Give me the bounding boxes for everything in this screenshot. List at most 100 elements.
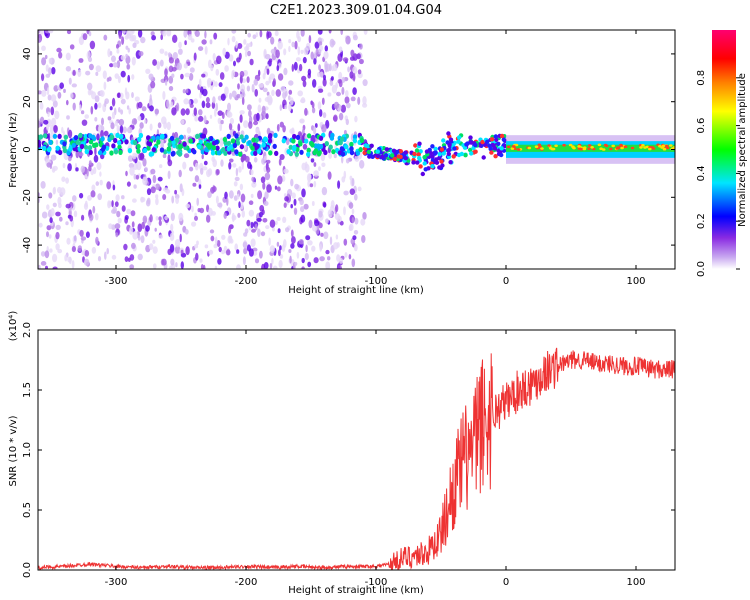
heatmap-cell — [297, 90, 304, 97]
heatmap-cell — [412, 151, 417, 157]
heatmap-cell — [55, 243, 60, 251]
heatmap-cell — [311, 201, 315, 206]
heatmap-cell — [620, 146, 624, 150]
heatmap-cell — [244, 228, 249, 234]
heatmap-cell — [107, 200, 111, 209]
heatmap-cell — [92, 142, 97, 148]
heatmap-cell — [244, 50, 248, 58]
heatmap-cell — [359, 159, 365, 169]
heatmap-cell — [236, 264, 241, 269]
heatmap-cell — [220, 159, 224, 167]
heatmap-cell — [275, 220, 278, 225]
heatmap-cell — [151, 147, 157, 153]
heatmap-cell — [323, 74, 326, 81]
heatmap-cell — [304, 107, 308, 116]
heatmap-cell — [288, 89, 293, 95]
heatmap-cell — [259, 250, 263, 259]
heatmap-cell — [272, 265, 278, 269]
heatmap-cell — [499, 133, 505, 139]
heatmap-cell — [168, 75, 174, 84]
heatmap-cell — [314, 219, 320, 227]
heatmap-cell — [148, 243, 154, 251]
heatmap-cell — [293, 198, 297, 206]
heatmap-cell — [540, 147, 544, 150]
heatmap-cell — [338, 257, 344, 264]
heatmap-cell — [440, 163, 445, 168]
heatmap-cell — [100, 136, 105, 142]
heatmap-cell — [242, 241, 248, 249]
heatmap-cell — [176, 102, 180, 112]
heatmap-cell — [321, 186, 328, 196]
heatmap-cell — [182, 161, 187, 170]
heatmap-cell — [340, 104, 346, 113]
heatmap-cell — [47, 111, 50, 118]
heatmap-cell — [201, 154, 204, 160]
heatmap-cell — [277, 73, 284, 81]
heatmap-cell — [257, 228, 261, 237]
heatmap-cell — [202, 264, 206, 269]
snr-panel: -300 -200 -100 0 100 0.0 0.5 1.0 1.5 2.0 Height … — [8, 311, 676, 596]
heatmap-cell — [118, 31, 122, 40]
heatmap-cell — [56, 47, 62, 53]
heatmap-cell — [384, 147, 390, 152]
heatmap-cell — [63, 134, 69, 140]
x-tick-label: -200 — [235, 276, 258, 287]
heatmap-cell — [615, 147, 620, 150]
heatmap-cell — [437, 152, 442, 157]
heatmap-cell — [276, 217, 281, 221]
heatmap-cell — [345, 90, 349, 97]
heatmap-cell — [38, 120, 41, 128]
heatmap-cell — [61, 126, 64, 134]
heatmap-cell — [228, 225, 232, 234]
heatmap-cell — [57, 196, 62, 205]
heatmap-cell — [238, 151, 243, 157]
heatmap-cell — [240, 193, 246, 203]
heatmap-cell — [313, 257, 319, 264]
heatmap-cell — [215, 68, 220, 76]
heatmap-cell — [223, 150, 228, 156]
heatmap-cell — [171, 150, 176, 156]
heatmap-cell — [351, 178, 355, 187]
heatmap-cell — [281, 138, 286, 144]
heatmap-cell — [126, 30, 131, 37]
heatmap-cell — [253, 157, 258, 163]
heatmap-cell — [422, 155, 427, 160]
heatmap-cell — [320, 152, 326, 162]
heatmap-cell — [354, 217, 359, 225]
heatmap-cell — [126, 105, 130, 110]
heatmap-cell — [216, 150, 222, 156]
heatmap-cell — [241, 97, 245, 105]
heatmap-cell — [277, 228, 281, 234]
heatmap-cell — [158, 234, 164, 239]
heatmap-cell — [352, 138, 358, 144]
heatmap-cell — [182, 89, 186, 94]
heatmap-cell — [305, 42, 311, 51]
heatmap-cell — [303, 203, 309, 210]
heatmap-cell — [489, 150, 494, 155]
heatmap-cell — [357, 96, 361, 105]
heatmap-cell — [107, 116, 112, 121]
heatmap-cell — [137, 223, 143, 232]
heatmap-cell — [198, 78, 202, 88]
heatmap-cell — [38, 196, 41, 203]
heatmap-cell — [202, 88, 208, 97]
heatmap-cell — [313, 162, 317, 167]
heatmap-cell — [283, 48, 287, 56]
heatmap-cell — [183, 63, 188, 69]
heatmap-cell — [290, 204, 294, 209]
heatmap-cell — [291, 236, 296, 244]
heatmap-cell — [131, 221, 135, 228]
heatmap-cell — [327, 92, 332, 97]
heatmap-cell — [52, 133, 58, 139]
heatmap-cell — [352, 87, 357, 95]
heatmap-cell — [295, 57, 301, 62]
heatmap-cell — [340, 151, 346, 157]
heatmap-cell — [127, 47, 130, 53]
heatmap-cell — [131, 118, 138, 125]
heatmap-cell — [240, 156, 246, 162]
heatmap-cell — [648, 147, 652, 151]
heatmap-cell — [206, 214, 211, 223]
heatmap-cell — [344, 144, 349, 150]
heatmap-cell — [253, 78, 258, 86]
heatmap-cell — [191, 205, 194, 213]
